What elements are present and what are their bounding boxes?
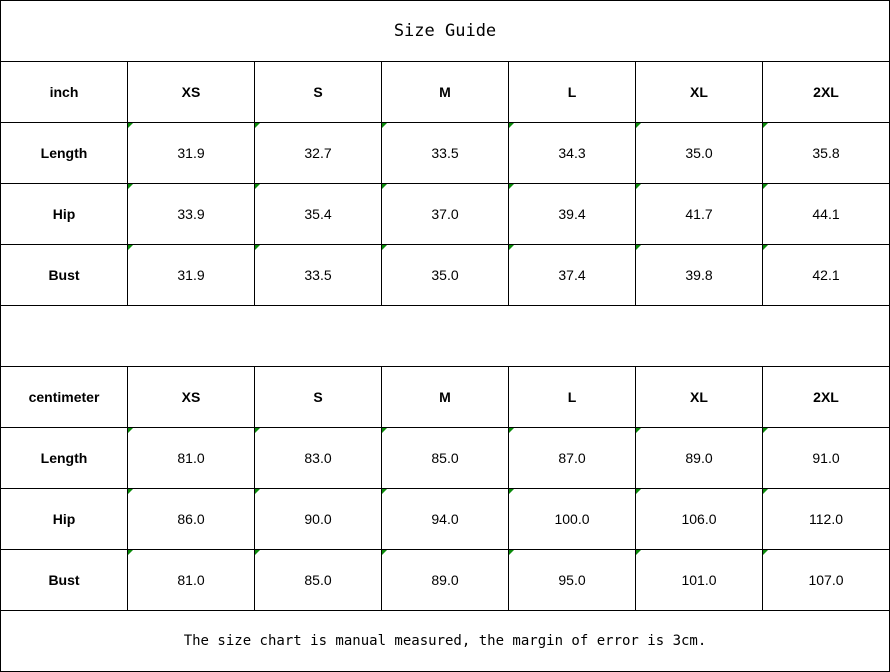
page-title: Size Guide — [0, 0, 890, 62]
value-cell: 42.1 — [762, 244, 890, 306]
table-row: Bust 81.0 85.0 89.0 95.0 101.0 107.0 — [0, 549, 890, 611]
value-cell: 85.0 — [254, 549, 382, 611]
spacer-row — [0, 305, 890, 367]
note-row: The size chart is manual measured, the m… — [0, 610, 890, 672]
value-cell: 35.4 — [254, 183, 382, 245]
value-cell: 94.0 — [381, 488, 509, 550]
value-cell: 37.0 — [381, 183, 509, 245]
size-header: XL — [635, 366, 763, 428]
value-cell: 39.4 — [508, 183, 636, 245]
value-cell: 31.9 — [127, 122, 255, 184]
value-cell: 100.0 — [508, 488, 636, 550]
value-cell: 89.0 — [635, 427, 763, 489]
value-cell: 87.0 — [508, 427, 636, 489]
value-cell: 32.7 — [254, 122, 382, 184]
value-cell: 90.0 — [254, 488, 382, 550]
value-cell: 106.0 — [635, 488, 763, 550]
row-label: Bust — [0, 244, 128, 306]
row-label: Bust — [0, 549, 128, 611]
unit-header: centimeter — [0, 366, 128, 428]
value-cell: 107.0 — [762, 549, 890, 611]
table-row: Hip 33.9 35.4 37.0 39.4 41.7 44.1 — [0, 183, 890, 245]
value-cell: 39.8 — [635, 244, 763, 306]
value-cell: 83.0 — [254, 427, 382, 489]
table-row: Length 81.0 83.0 85.0 87.0 89.0 91.0 — [0, 427, 890, 489]
row-label: Length — [0, 427, 128, 489]
row-label: Length — [0, 122, 128, 184]
size-header: S — [254, 61, 382, 123]
value-cell: 81.0 — [127, 427, 255, 489]
value-cell: 33.9 — [127, 183, 255, 245]
value-cell: 81.0 — [127, 549, 255, 611]
header-row: inch XS S M L XL 2XL — [0, 61, 890, 123]
size-header: S — [254, 366, 382, 428]
value-cell: 35.8 — [762, 122, 890, 184]
value-cell: 44.1 — [762, 183, 890, 245]
value-cell: 101.0 — [635, 549, 763, 611]
value-cell: 37.4 — [508, 244, 636, 306]
title-row: Size Guide — [0, 0, 890, 62]
row-label: Hip — [0, 183, 128, 245]
value-cell: 41.7 — [635, 183, 763, 245]
table-row: Hip 86.0 90.0 94.0 100.0 106.0 112.0 — [0, 488, 890, 550]
empty-cell — [0, 305, 890, 367]
value-cell: 86.0 — [127, 488, 255, 550]
value-cell: 33.5 — [381, 122, 509, 184]
size-header: XL — [635, 61, 763, 123]
header-row: centimeter XS S M L XL 2XL — [0, 366, 890, 428]
size-header: XS — [127, 366, 255, 428]
size-header: 2XL — [762, 366, 890, 428]
value-cell: 33.5 — [254, 244, 382, 306]
value-cell: 35.0 — [635, 122, 763, 184]
value-cell: 85.0 — [381, 427, 509, 489]
value-cell: 34.3 — [508, 122, 636, 184]
size-header: M — [381, 61, 509, 123]
value-cell: 89.0 — [381, 549, 509, 611]
size-header: L — [508, 366, 636, 428]
table-row: Length 31.9 32.7 33.5 34.3 35.0 35.8 — [0, 122, 890, 184]
size-header: L — [508, 61, 636, 123]
unit-header: inch — [0, 61, 128, 123]
value-cell: 91.0 — [762, 427, 890, 489]
value-cell: 112.0 — [762, 488, 890, 550]
size-header: XS — [127, 61, 255, 123]
table-row: Bust 31.9 33.5 35.0 37.4 39.8 42.1 — [0, 244, 890, 306]
size-header: M — [381, 366, 509, 428]
value-cell: 31.9 — [127, 244, 255, 306]
value-cell: 35.0 — [381, 244, 509, 306]
value-cell: 95.0 — [508, 549, 636, 611]
size-header: 2XL — [762, 61, 890, 123]
row-label: Hip — [0, 488, 128, 550]
measurement-note: The size chart is manual measured, the m… — [0, 610, 890, 672]
